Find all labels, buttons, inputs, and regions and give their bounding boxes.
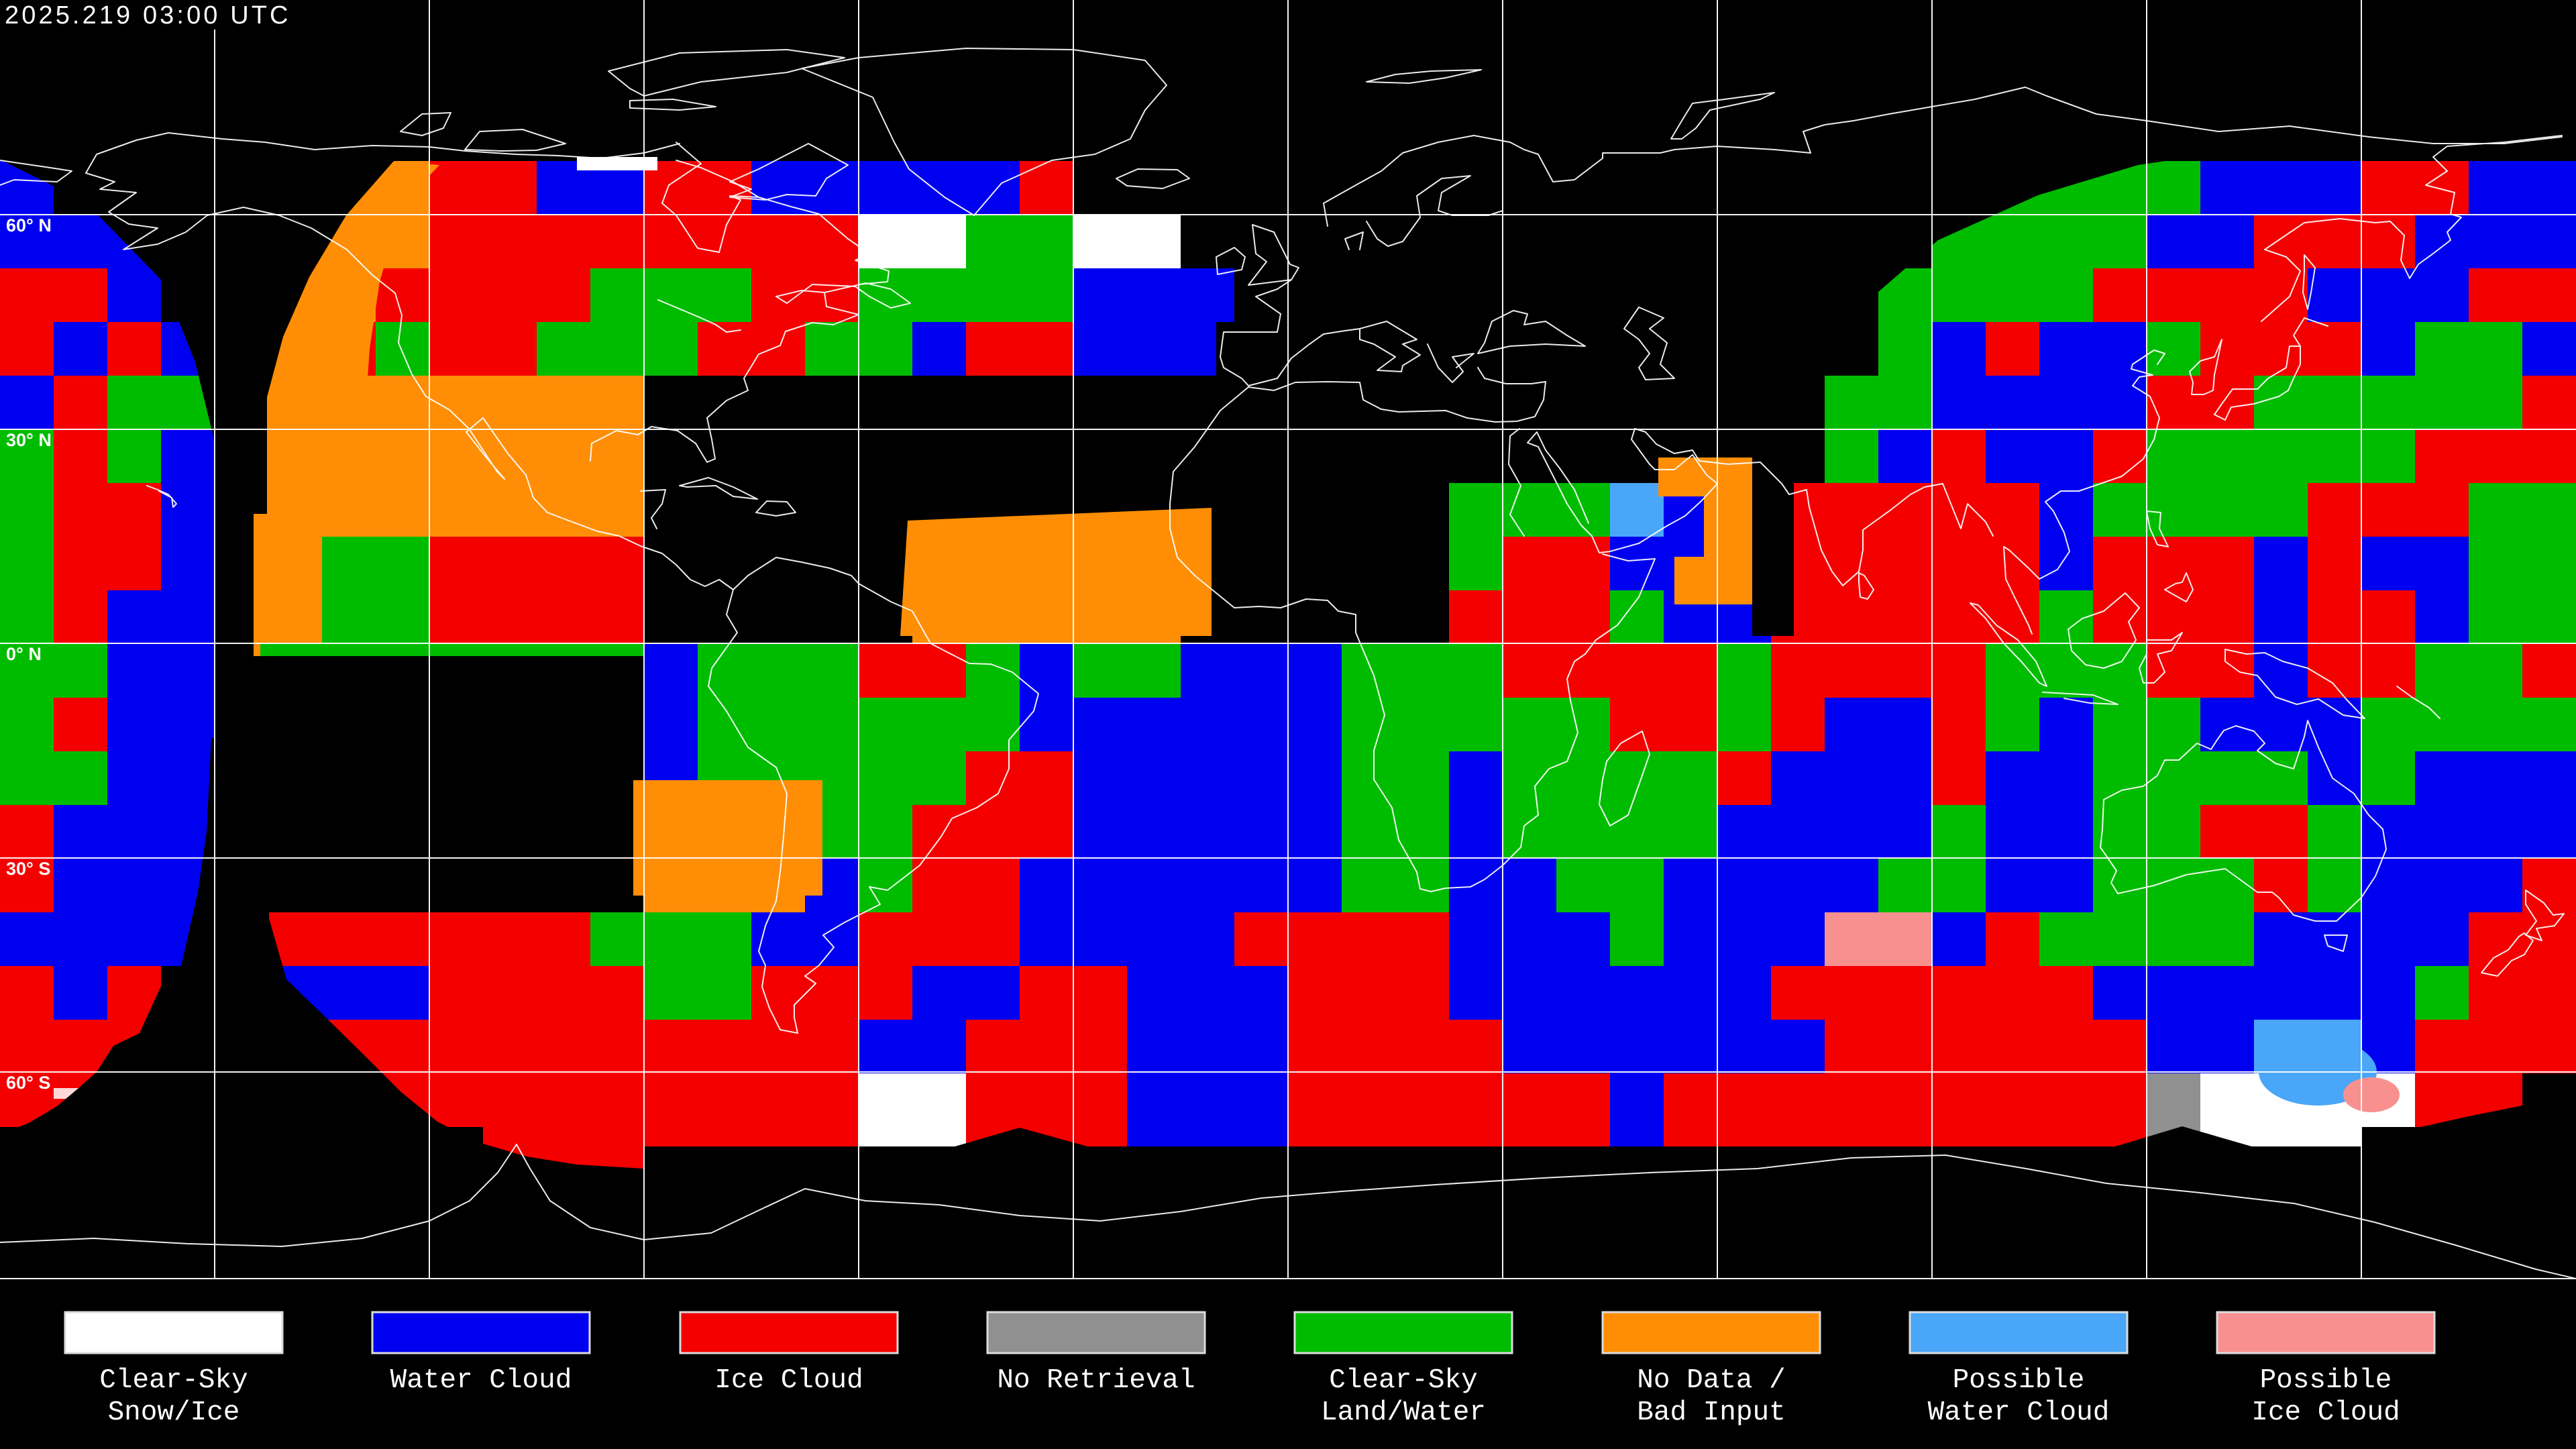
svg-text:Clear-Sky: Clear-Sky xyxy=(1329,1365,1477,1396)
svg-text:No Retrieval: No Retrieval xyxy=(997,1365,1195,1396)
svg-text:Ice Cloud: Ice Cloud xyxy=(2251,1397,2400,1428)
svg-text:Land/Water: Land/Water xyxy=(1321,1397,1486,1428)
svg-text:Snow/Ice: Snow/Ice xyxy=(108,1397,240,1428)
svg-text:Possible: Possible xyxy=(1953,1365,2085,1396)
svg-text:30° S: 30° S xyxy=(6,859,50,879)
svg-text:60° N: 60° N xyxy=(6,215,52,235)
svg-text:30° N: 30° N xyxy=(6,430,52,450)
svg-text:2025.219 03:00 UTC: 2025.219 03:00 UTC xyxy=(5,1,291,30)
svg-text:Clear-Sky: Clear-Sky xyxy=(99,1365,248,1396)
svg-text:Bad Input: Bad Input xyxy=(1637,1397,1785,1428)
svg-text:No Data /: No Data / xyxy=(1637,1365,1785,1396)
svg-text:0° N: 0° N xyxy=(6,644,42,664)
svg-text:Water Cloud: Water Cloud xyxy=(390,1365,572,1396)
svg-text:60° S: 60° S xyxy=(6,1073,50,1093)
svg-text:Possible: Possible xyxy=(2260,1365,2392,1396)
svg-text:Ice Cloud: Ice Cloud xyxy=(714,1365,863,1396)
svg-text:Water Cloud: Water Cloud xyxy=(1928,1397,2110,1428)
